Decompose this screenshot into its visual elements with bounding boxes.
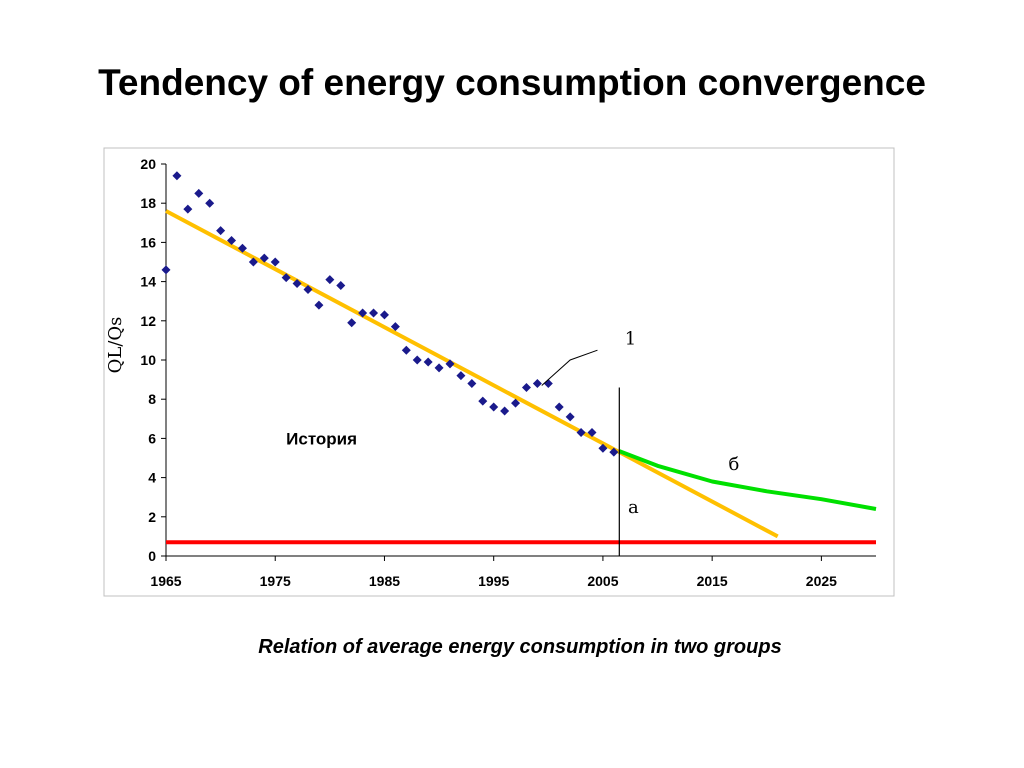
x-tick-label: 1975 (260, 573, 291, 589)
y-tick-label: 18 (140, 195, 156, 211)
plot-area: 0 2 4 6 8 10 12 14 16 18 20 1965 1975 1985 1995 2005 201… (140, 156, 877, 589)
chart-caption: Relation of average energy consumption i… (258, 636, 782, 658)
data-point (183, 204, 193, 214)
data-point (259, 253, 269, 263)
data-point (500, 406, 510, 416)
y-tick-label: 4 (148, 470, 156, 486)
data-point (194, 188, 204, 198)
data-point (369, 308, 379, 318)
data-point (532, 379, 542, 389)
slide-title: Tendency of energy consumption convergen… (98, 62, 926, 103)
data-point (445, 359, 455, 369)
x-tick-label: 2025 (806, 573, 837, 589)
data-point (336, 281, 346, 291)
x-tick-label: 2005 (587, 573, 618, 589)
forecast-label: б (729, 454, 740, 475)
data-point (598, 443, 608, 453)
data-point (456, 371, 466, 381)
data-point (281, 273, 291, 283)
y-tick-label: 2 (148, 509, 156, 525)
y-tick-label: 6 (148, 430, 156, 446)
x-tick-label: 2015 (697, 573, 728, 589)
data-point (205, 198, 215, 208)
data-point (325, 275, 335, 285)
label-1-leader (541, 349, 598, 386)
y-tick-label: 0 (148, 548, 156, 564)
data-point (347, 318, 357, 328)
data-point (587, 428, 597, 438)
data-point (292, 279, 302, 289)
x-tick-label: 1965 (150, 573, 181, 589)
trend-label: 1 (625, 328, 636, 349)
data-point (172, 171, 182, 181)
data-point (227, 235, 237, 245)
forecast-line (618, 449, 877, 511)
data-point (434, 363, 444, 373)
data-point (237, 243, 247, 253)
data-point (467, 379, 477, 389)
data-point (401, 345, 411, 355)
data-point (314, 300, 324, 310)
y-tick-label: 12 (140, 313, 156, 329)
data-point (379, 310, 389, 320)
x-tick-label: 1995 (478, 573, 509, 589)
data-point (554, 402, 564, 412)
data-point (423, 357, 433, 367)
data-point (576, 428, 586, 438)
data-point (216, 226, 226, 236)
y-tick-label: 16 (140, 234, 156, 250)
data-point (270, 257, 280, 267)
y-tick-label: 10 (140, 352, 156, 368)
chart-area (103, 147, 895, 597)
data-point (248, 257, 258, 267)
data-point (303, 284, 313, 294)
x-tick-label: 1985 (369, 573, 400, 589)
data-point (390, 322, 400, 332)
data-point (358, 308, 368, 318)
trend-line (165, 209, 779, 539)
data-point (609, 447, 619, 457)
y-tick-label: 20 (140, 156, 156, 172)
data-point (489, 402, 499, 412)
y-axis-label: QL/Qs (105, 317, 126, 374)
history-label: История (286, 429, 357, 448)
y-tick-label: 14 (140, 274, 156, 290)
data-point (161, 265, 171, 275)
divider-label: a (628, 497, 639, 518)
data-point (412, 355, 422, 365)
data-point (521, 382, 531, 392)
data-point (511, 398, 521, 408)
data-point (478, 396, 488, 406)
y-tick-label: 8 (148, 391, 156, 407)
data-point (565, 412, 575, 422)
